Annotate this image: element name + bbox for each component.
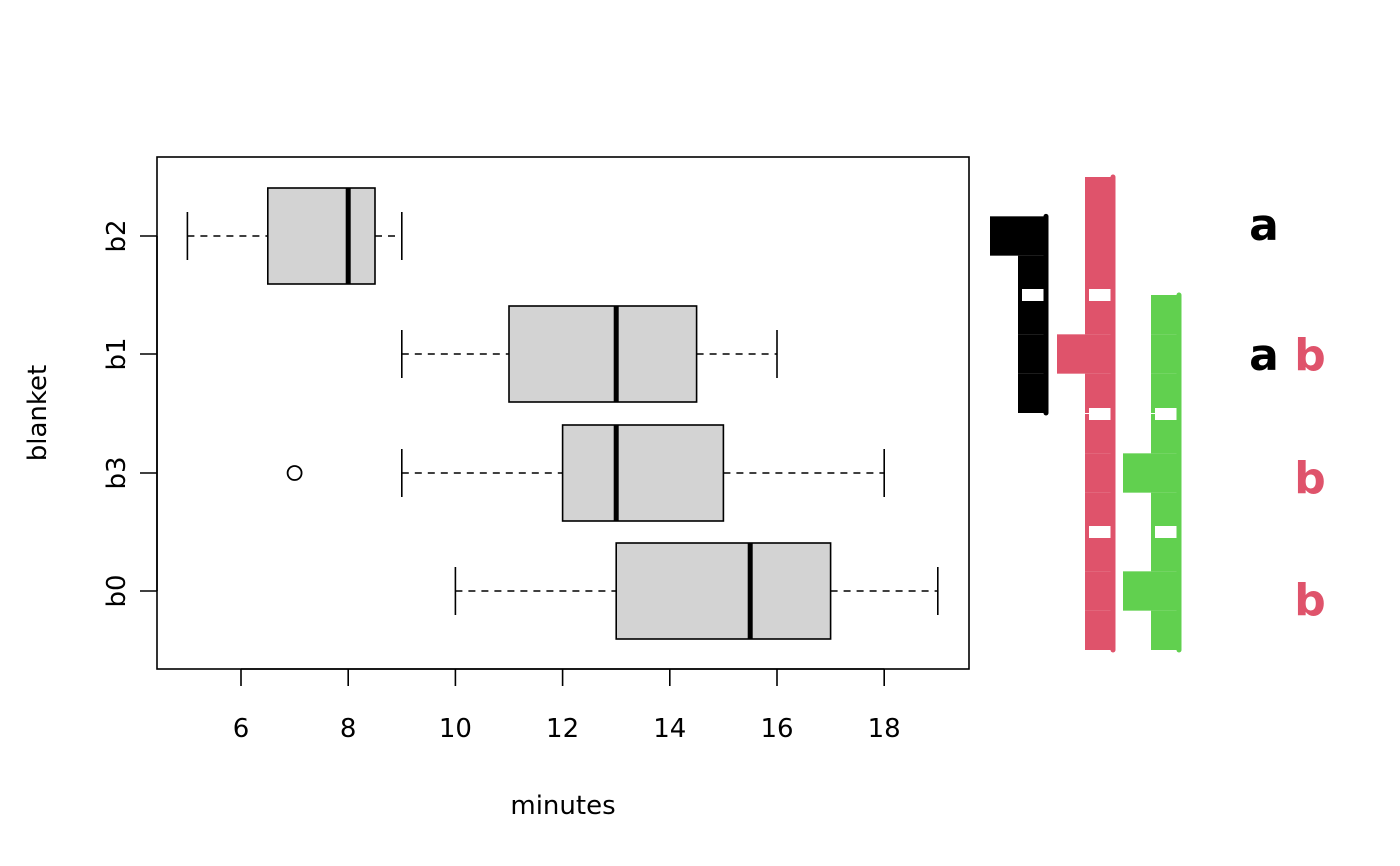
group-bar-segment <box>1018 334 1046 374</box>
group-bar-gap <box>1089 408 1113 420</box>
iqr-box <box>561 424 725 522</box>
group-bar-segment <box>1151 532 1179 572</box>
group-letter-b0: b <box>1294 575 1326 626</box>
group-bar-segment <box>1151 610 1179 650</box>
iqr-box <box>508 305 698 403</box>
group-bar-segment <box>1085 295 1113 335</box>
y-axis: b2 b1 b3 b0 <box>102 219 158 608</box>
group-bar-segment <box>1151 373 1179 413</box>
x-tick-label: 8 <box>340 714 357 744</box>
group-bar-segment <box>1151 414 1179 454</box>
box-b3 <box>286 424 886 522</box>
group-bar-gap <box>1089 526 1113 538</box>
group-letter-b1: b <box>1294 330 1326 381</box>
group-letter-b2: a <box>1249 200 1279 251</box>
group-bar-segment <box>1018 295 1046 335</box>
plot-area <box>156 156 970 670</box>
group-bar-segment <box>1085 373 1113 413</box>
group-bar-segment <box>1085 414 1113 454</box>
box-b2 <box>186 187 403 285</box>
group-bar-segment <box>1085 177 1113 236</box>
x-tick-label: 18 <box>868 714 901 744</box>
group-letters: aa bbb <box>1249 200 1326 626</box>
group-bar-segment <box>1151 334 1179 374</box>
x-axis: 6 8 10 12 14 16 18 <box>233 668 901 744</box>
outlier-point <box>286 465 303 481</box>
group-bar-segment <box>1151 295 1179 335</box>
group-bar-segment <box>1085 453 1113 493</box>
group-bar-segment <box>1085 571 1113 611</box>
group-bar-gap <box>1155 408 1179 420</box>
x-tick-label: 12 <box>546 714 579 744</box>
y-tick-label: b3 <box>102 456 132 489</box>
x-tick-label: 6 <box>233 714 250 744</box>
group-bar-gap <box>1155 526 1179 538</box>
y-tick-label: b2 <box>102 219 132 252</box>
group-distribution-bars <box>990 174 1182 653</box>
group-bar-segment <box>1085 492 1113 532</box>
group-bar-segment <box>1085 610 1113 650</box>
x-tick-label: 10 <box>439 714 472 744</box>
group-bar-gap <box>1089 289 1113 301</box>
y-axis-title: blanket <box>23 365 53 461</box>
x-tick-label: 16 <box>760 714 793 744</box>
group-bar-segment <box>1085 532 1113 572</box>
y-tick-label: b1 <box>102 337 132 370</box>
group-bar-column-1 <box>1057 174 1116 653</box>
group-bar-segment <box>1123 571 1179 611</box>
group-bar-segment <box>1151 492 1179 532</box>
iqr-box <box>615 542 832 640</box>
group-bar-segment <box>1018 255 1046 295</box>
box-b0 <box>454 542 939 640</box>
group-bar-segment <box>1018 373 1046 413</box>
group-bar-column-0 <box>990 213 1049 416</box>
group-letter-b3: b <box>1294 453 1326 504</box>
x-tick-label: 14 <box>653 714 686 744</box>
box-b1 <box>400 305 778 403</box>
group-bar-column-2 <box>1123 292 1182 653</box>
group-letter-b1: a <box>1249 330 1279 381</box>
x-axis-title: minutes <box>510 791 615 821</box>
group-bar-segment <box>1085 236 1113 295</box>
iqr-box <box>266 187 376 285</box>
group-bar-segment <box>1057 334 1113 374</box>
group-bar-segment <box>1123 453 1179 493</box>
group-bar-gap <box>1022 289 1046 301</box>
y-tick-label: b0 <box>102 574 132 607</box>
group-bar-segment <box>990 216 1046 256</box>
